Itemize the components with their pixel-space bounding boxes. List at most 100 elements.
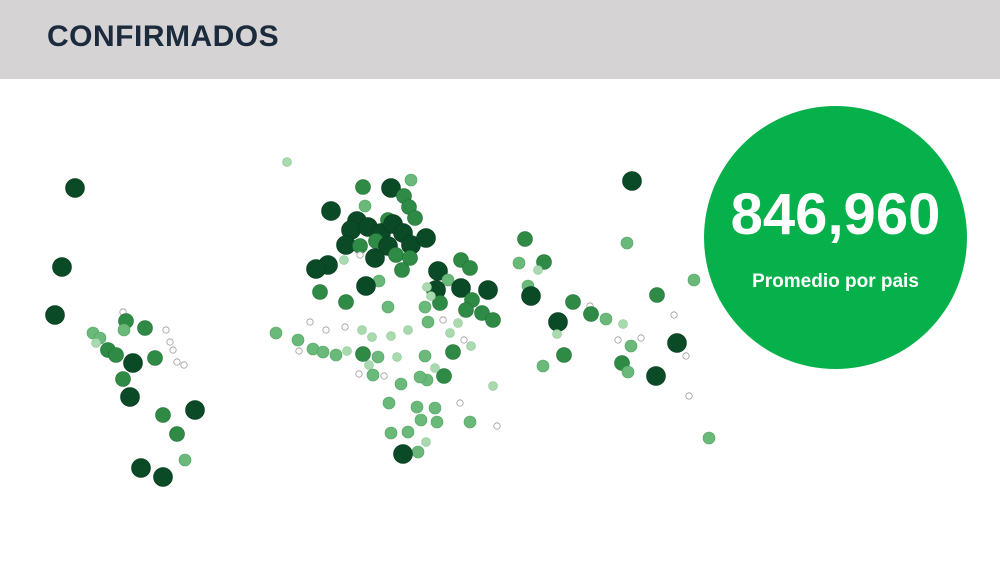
- country-bubble[interactable]: [451, 278, 471, 298]
- country-bubble[interactable]: [456, 399, 464, 407]
- country-bubble[interactable]: [306, 318, 314, 326]
- country-bubble[interactable]: [295, 347, 303, 355]
- country-bubble[interactable]: [115, 371, 131, 387]
- country-bubble[interactable]: [131, 458, 151, 478]
- country-bubble[interactable]: [392, 352, 402, 362]
- country-bubble[interactable]: [430, 415, 444, 429]
- country-bubble[interactable]: [411, 445, 425, 459]
- country-bubble[interactable]: [458, 302, 474, 318]
- country-bubble[interactable]: [394, 262, 410, 278]
- country-bubble[interactable]: [414, 413, 428, 427]
- country-bubble[interactable]: [485, 312, 501, 328]
- country-bubble[interactable]: [548, 312, 568, 332]
- country-bubble[interactable]: [536, 254, 552, 270]
- country-bubble[interactable]: [357, 325, 367, 335]
- country-bubble[interactable]: [445, 344, 461, 360]
- country-bubble[interactable]: [478, 280, 498, 300]
- country-bubble[interactable]: [365, 248, 385, 268]
- country-bubble[interactable]: [52, 257, 72, 277]
- country-bubble[interactable]: [366, 368, 380, 382]
- country-bubble[interactable]: [565, 294, 581, 310]
- country-bubble[interactable]: [322, 326, 330, 334]
- country-bubble[interactable]: [91, 338, 101, 348]
- country-bubble[interactable]: [667, 333, 687, 353]
- country-bubble[interactable]: [410, 400, 424, 414]
- country-bubble[interactable]: [342, 346, 352, 356]
- country-bubble[interactable]: [180, 361, 188, 369]
- country-bubble[interactable]: [162, 326, 170, 334]
- country-bubble[interactable]: [166, 338, 174, 346]
- country-bubble[interactable]: [137, 320, 153, 336]
- country-bubble[interactable]: [364, 360, 374, 370]
- country-bubble[interactable]: [169, 346, 177, 354]
- country-bubble[interactable]: [355, 179, 371, 195]
- country-bubble[interactable]: [341, 323, 349, 331]
- country-bubble[interactable]: [45, 305, 65, 325]
- country-bubble[interactable]: [306, 259, 326, 279]
- country-bubble[interactable]: [422, 282, 432, 292]
- country-bubble[interactable]: [493, 422, 501, 430]
- country-bubble[interactable]: [466, 341, 476, 351]
- country-bubble[interactable]: [401, 425, 415, 439]
- country-bubble[interactable]: [155, 407, 171, 423]
- country-bubble[interactable]: [169, 426, 185, 442]
- country-bubble[interactable]: [269, 326, 283, 340]
- country-bubble[interactable]: [418, 349, 432, 363]
- country-bubble[interactable]: [381, 178, 401, 198]
- country-bubble[interactable]: [512, 256, 526, 270]
- country-bubble[interactable]: [583, 306, 599, 322]
- country-bubble[interactable]: [173, 358, 181, 366]
- country-bubble[interactable]: [488, 381, 498, 391]
- country-bubble[interactable]: [533, 265, 543, 275]
- country-bubble[interactable]: [384, 426, 398, 440]
- country-bubble[interactable]: [436, 368, 452, 384]
- country-bubble[interactable]: [618, 319, 628, 329]
- country-bubble[interactable]: [685, 392, 693, 400]
- country-bubble[interactable]: [620, 236, 634, 250]
- country-bubble[interactable]: [381, 300, 395, 314]
- country-bubble[interactable]: [521, 286, 541, 306]
- country-bubble[interactable]: [430, 363, 440, 373]
- country-bubble[interactable]: [153, 467, 173, 487]
- country-bubble[interactable]: [462, 260, 478, 276]
- country-bubble[interactable]: [338, 294, 354, 310]
- country-bubble[interactable]: [356, 276, 376, 296]
- country-bubble[interactable]: [147, 350, 163, 366]
- country-bubble[interactable]: [702, 431, 716, 445]
- country-bubble[interactable]: [463, 415, 477, 429]
- country-bubble[interactable]: [380, 372, 388, 380]
- country-bubble[interactable]: [185, 400, 205, 420]
- country-bubble[interactable]: [413, 370, 427, 384]
- country-bubble[interactable]: [421, 437, 431, 447]
- country-bubble[interactable]: [402, 250, 418, 266]
- country-bubble[interactable]: [358, 199, 372, 213]
- country-bubble[interactable]: [426, 291, 436, 301]
- country-bubble[interactable]: [432, 295, 448, 311]
- country-bubble[interactable]: [441, 273, 455, 287]
- country-bubble[interactable]: [108, 347, 124, 363]
- country-bubble[interactable]: [339, 255, 349, 265]
- country-bubble[interactable]: [371, 350, 385, 364]
- country-bubble[interactable]: [649, 287, 665, 303]
- country-bubble[interactable]: [382, 396, 396, 410]
- country-bubble[interactable]: [355, 346, 371, 362]
- bubble-map[interactable]: [0, 79, 1000, 562]
- country-bubble[interactable]: [445, 328, 455, 338]
- country-bubble[interactable]: [460, 336, 468, 344]
- country-bubble[interactable]: [117, 323, 131, 337]
- country-bubble[interactable]: [599, 312, 613, 326]
- country-bubble[interactable]: [386, 331, 396, 341]
- country-bubble[interactable]: [367, 332, 377, 342]
- country-bubble[interactable]: [356, 251, 364, 259]
- country-bubble[interactable]: [65, 178, 85, 198]
- country-bubble[interactable]: [312, 284, 328, 300]
- country-bubble[interactable]: [393, 444, 413, 464]
- country-bubble[interactable]: [355, 370, 363, 378]
- country-bubble[interactable]: [352, 238, 368, 254]
- country-bubble[interactable]: [614, 336, 622, 344]
- country-bubble[interactable]: [453, 318, 463, 328]
- country-bubble[interactable]: [123, 353, 143, 373]
- country-bubble[interactable]: [622, 171, 642, 191]
- country-bubble[interactable]: [517, 231, 533, 247]
- country-bubble[interactable]: [178, 453, 192, 467]
